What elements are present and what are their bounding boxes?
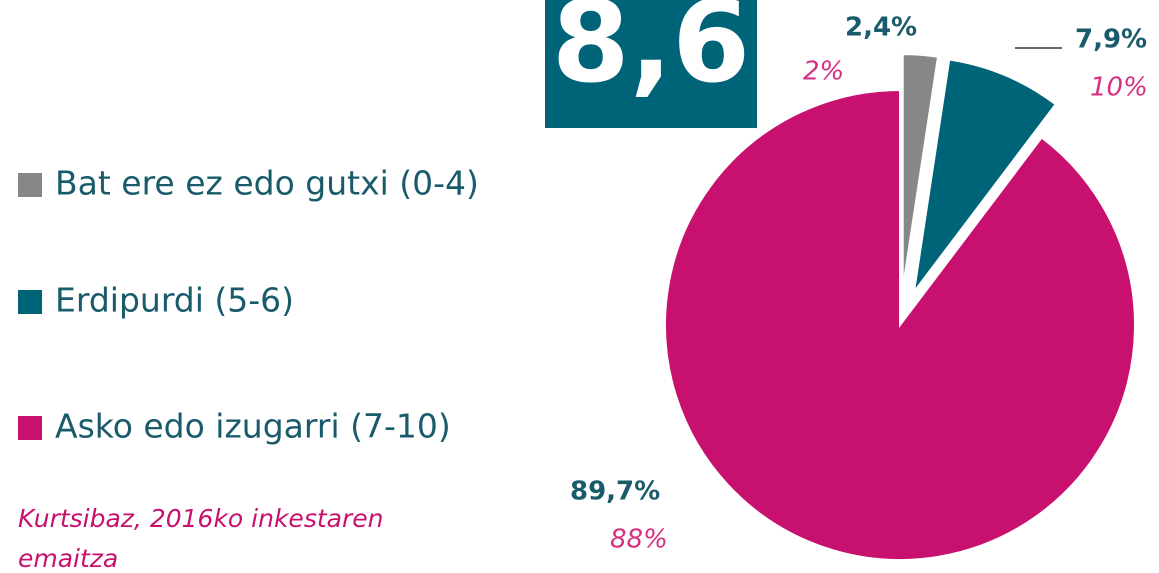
value-label: 89,7%: [570, 477, 660, 507]
pie-slice: [664, 88, 1137, 561]
legend-label: Asko edo izugarri (7-10): [55, 407, 451, 446]
legend-swatch: [18, 173, 42, 197]
badge: 8,6: [552, 0, 750, 108]
legend-label: Erdipurdi (5-6): [55, 281, 294, 320]
legend-label: Bat ere ez edo gutxi (0-4): [55, 164, 479, 203]
value-label: 7,9%: [1075, 25, 1147, 55]
annotation-line2: emaitza: [18, 544, 118, 573]
comparison-label: 2%: [803, 57, 844, 87]
legend-swatch: [18, 290, 42, 314]
legend-swatch: [18, 416, 42, 440]
value-label: 2,4%: [845, 13, 917, 43]
pie-slice: [912, 58, 1058, 293]
annotation-line1: Kurtsibaz, 2016ko inkestaren: [18, 504, 383, 533]
comparison-label: 10%: [1090, 73, 1148, 103]
badge-box: [545, 0, 757, 128]
comparison-label: 88%: [610, 525, 668, 555]
pie-slice: [901, 53, 940, 290]
